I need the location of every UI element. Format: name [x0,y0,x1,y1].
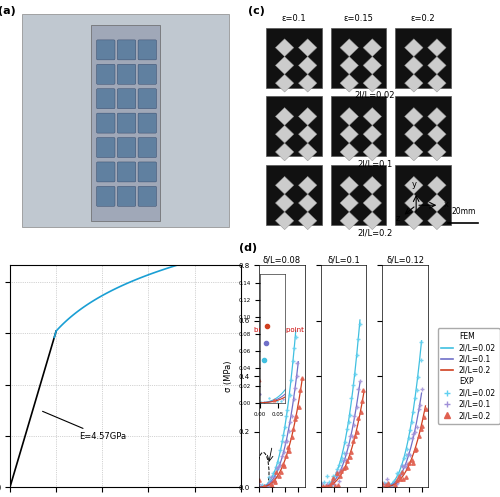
Polygon shape [404,39,423,57]
Polygon shape [340,212,358,230]
Polygon shape [298,176,317,194]
FancyBboxPatch shape [118,162,136,182]
Polygon shape [428,176,446,194]
FancyBboxPatch shape [96,138,115,158]
Polygon shape [340,57,358,74]
FancyBboxPatch shape [118,89,136,109]
Polygon shape [428,74,446,92]
FancyBboxPatch shape [138,138,156,158]
Polygon shape [363,74,382,92]
Polygon shape [340,194,358,212]
Text: 2l/L=0.2: 2l/L=0.2 [357,229,392,238]
Text: y: y [412,180,416,189]
Polygon shape [340,74,358,92]
Polygon shape [276,143,294,161]
FancyBboxPatch shape [96,186,115,206]
Polygon shape [298,125,317,143]
FancyBboxPatch shape [138,40,156,60]
Polygon shape [298,107,317,125]
FancyBboxPatch shape [96,89,115,109]
Polygon shape [404,176,423,194]
Polygon shape [363,107,382,125]
Title: δ/L=0.1: δ/L=0.1 [328,255,360,264]
Polygon shape [276,57,294,74]
Polygon shape [276,74,294,92]
Polygon shape [363,212,382,230]
Polygon shape [404,107,423,125]
FancyBboxPatch shape [118,64,136,84]
Polygon shape [363,57,382,74]
Polygon shape [363,125,382,143]
Polygon shape [428,194,446,212]
FancyBboxPatch shape [118,138,136,158]
Text: ε=0.15: ε=0.15 [344,14,374,23]
Text: (c): (c) [248,5,264,15]
FancyBboxPatch shape [138,162,156,182]
Text: z: z [396,214,400,223]
Polygon shape [363,176,382,194]
Text: (a): (a) [0,5,16,15]
Text: ε=0.1: ε=0.1 [282,14,306,23]
FancyBboxPatch shape [118,186,136,206]
Polygon shape [276,39,294,57]
Polygon shape [298,194,317,212]
Text: x: x [444,200,449,209]
FancyBboxPatch shape [118,113,136,133]
Text: 2l/L=0.1: 2l/L=0.1 [357,160,392,169]
Polygon shape [276,212,294,230]
FancyBboxPatch shape [96,64,115,84]
Polygon shape [404,143,423,161]
Polygon shape [404,57,423,74]
Polygon shape [276,107,294,125]
Polygon shape [276,125,294,143]
Polygon shape [298,143,317,161]
Polygon shape [298,212,317,230]
FancyBboxPatch shape [138,113,156,133]
Polygon shape [428,39,446,57]
Polygon shape [428,143,446,161]
Polygon shape [340,176,358,194]
Text: (d): (d) [238,243,257,253]
Text: buckling point: buckling point [254,327,304,356]
FancyBboxPatch shape [138,64,156,84]
Polygon shape [340,143,358,161]
Polygon shape [340,39,358,57]
Polygon shape [363,39,382,57]
Text: 2l/L=0.02: 2l/L=0.02 [354,91,395,100]
FancyBboxPatch shape [96,162,115,182]
Polygon shape [428,212,446,230]
FancyBboxPatch shape [96,113,115,133]
Polygon shape [298,57,317,74]
Polygon shape [428,107,446,125]
Text: 20mm: 20mm [452,207,475,216]
Polygon shape [404,74,423,92]
Polygon shape [298,39,317,57]
Polygon shape [340,107,358,125]
FancyBboxPatch shape [138,89,156,109]
Text: ε=0.2: ε=0.2 [411,14,436,23]
Polygon shape [298,74,317,92]
Polygon shape [404,212,423,230]
Polygon shape [363,143,382,161]
Polygon shape [404,194,423,212]
Title: δ/L=0.08: δ/L=0.08 [263,255,301,264]
Polygon shape [363,194,382,212]
Polygon shape [340,125,358,143]
FancyBboxPatch shape [118,40,136,60]
FancyBboxPatch shape [138,186,156,206]
Polygon shape [276,194,294,212]
Polygon shape [276,176,294,194]
Title: δ/L=0.12: δ/L=0.12 [386,255,424,264]
Polygon shape [404,125,423,143]
Text: E=4.57GPa: E=4.57GPa [42,412,126,441]
Bar [91,25,160,221]
Legend: FEM, 2l/L=0.02, 2l/L=0.1, 2l/L=0.2, EXP, 2l/L=0.02, 2l/L=0.1, 2l/L=0.2: FEM, 2l/L=0.02, 2l/L=0.1, 2l/L=0.2, EXP,… [438,328,500,424]
Polygon shape [428,125,446,143]
FancyBboxPatch shape [96,40,115,60]
Polygon shape [428,57,446,74]
Y-axis label: σ (MPa): σ (MPa) [224,360,232,392]
